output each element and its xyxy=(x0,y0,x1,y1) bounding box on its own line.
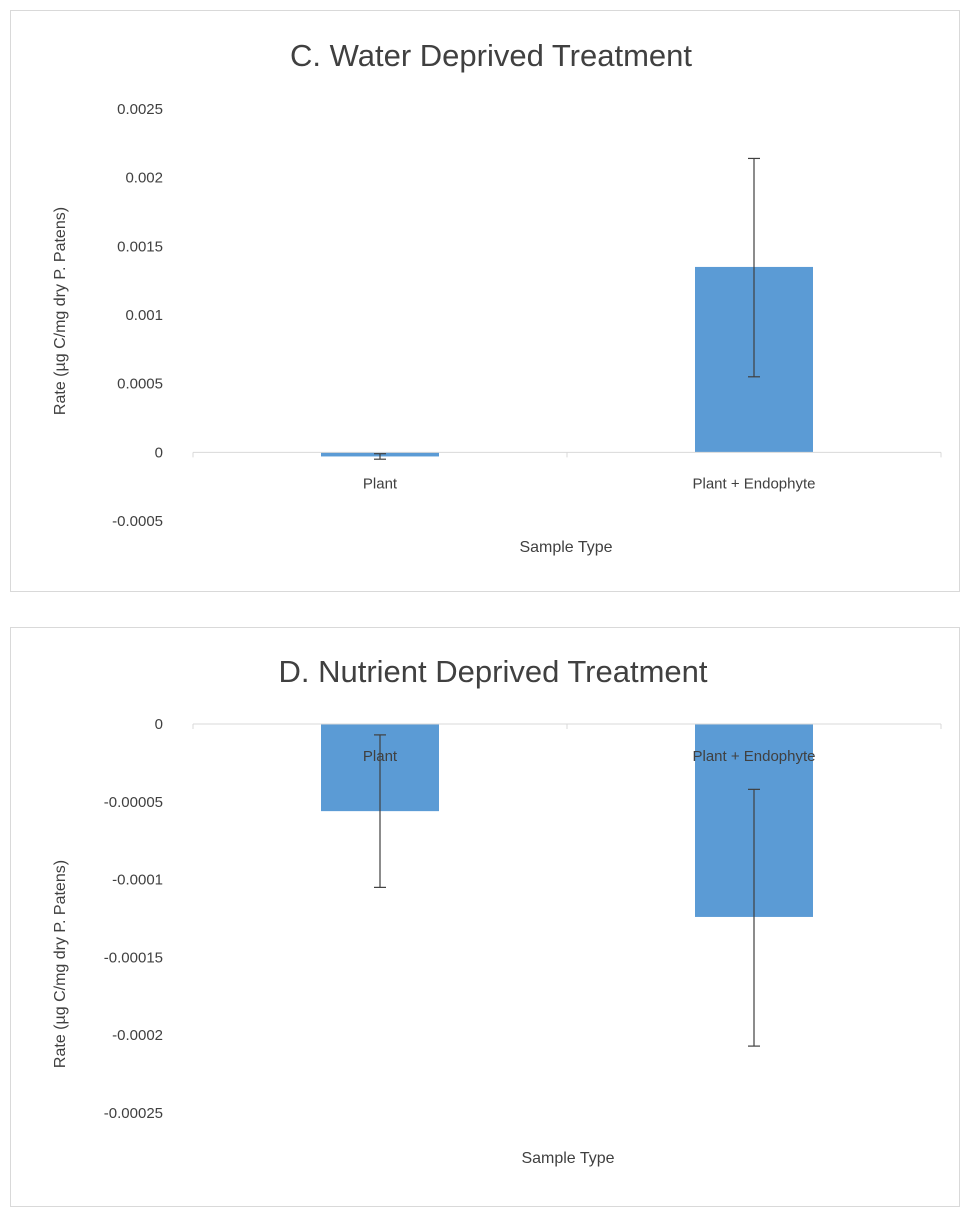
chart-svg-nutrient-deprived: D. Nutrient Deprived Treatment Sample Ty… xyxy=(52,654,942,1167)
chart-title: C. Water Deprived Treatment xyxy=(290,38,692,73)
y-tick-label: -0.0002 xyxy=(112,1027,163,1044)
y-tick-label: 0.001 xyxy=(125,307,163,324)
y-axis-label: Rate (µg C/mg dry P. Patens) xyxy=(52,860,69,1068)
y-tick-label: 0.0025 xyxy=(117,101,163,118)
y-tick-label: -0.00005 xyxy=(104,794,163,811)
x-axis-label: Sample Type xyxy=(521,1150,614,1167)
x-tick-label: Plant xyxy=(363,475,398,492)
y-tick-label: 0 xyxy=(155,716,163,733)
y-tick-label: 0.0015 xyxy=(117,238,163,255)
y-tick-label: 0.0005 xyxy=(117,376,163,393)
y-tick-label: -0.0001 xyxy=(112,872,163,889)
chart-panel-water-deprived: C. Water Deprived Treatment Sample Type … xyxy=(10,10,960,592)
x-tick-label: Plant xyxy=(363,748,398,765)
x-tick-label: Plant + Endophyte xyxy=(692,475,815,492)
y-axis-label: Rate (µg C/mg dry P. Patens) xyxy=(52,207,69,415)
x-axis-label: Sample Type xyxy=(519,539,612,556)
chart-svg-water-deprived: C. Water Deprived Treatment Sample Type … xyxy=(52,38,942,556)
chart-title: D. Nutrient Deprived Treatment xyxy=(278,654,707,689)
y-tick-label: -0.00025 xyxy=(104,1105,163,1122)
y-tick-label: 0.002 xyxy=(125,170,163,187)
x-tick-label: Plant + Endophyte xyxy=(692,748,815,765)
y-tick-label: -0.0005 xyxy=(112,513,163,530)
y-tick-label: -0.00015 xyxy=(104,949,163,966)
chart-panel-nutrient-deprived: D. Nutrient Deprived Treatment Sample Ty… xyxy=(10,627,960,1207)
y-tick-label: 0 xyxy=(155,444,163,461)
